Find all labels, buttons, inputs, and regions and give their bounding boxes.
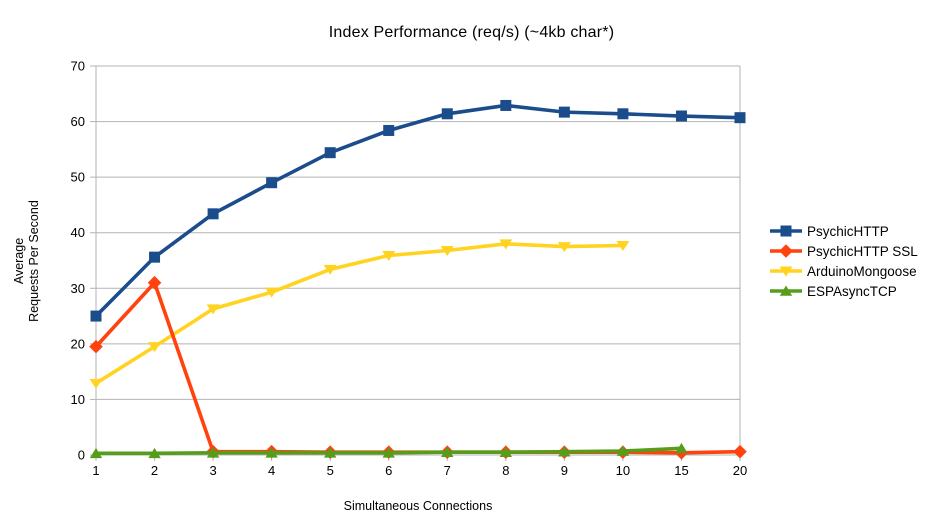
x-tick-label: 5 bbox=[327, 463, 334, 478]
y-tick-label: 70 bbox=[71, 59, 85, 74]
legend-item-ESPAsyncTCP: ESPAsyncTCP bbox=[770, 283, 918, 299]
series-marker-PsychicHTTP bbox=[266, 177, 278, 189]
series-marker-ESPAsyncTCP bbox=[675, 442, 688, 454]
legend-item-PsychicHTTP: PsychicHTTP bbox=[770, 223, 918, 239]
y-tick-label: 60 bbox=[71, 114, 85, 129]
series-marker-ESPAsyncTCP bbox=[89, 447, 103, 459]
y-axis-title: Average Requests Per Second bbox=[12, 161, 44, 361]
series-line-PsychicHTTP SSL bbox=[94, 280, 742, 455]
series-marker-ESPAsyncTCP bbox=[558, 446, 571, 457]
series-marker-ArduinoMongoose bbox=[148, 342, 162, 353]
series-marker-ESPAsyncTCP bbox=[616, 445, 630, 456]
x-tick-label: 6 bbox=[385, 463, 392, 478]
series-marker-PsychicHTTP bbox=[500, 99, 512, 111]
x-tick-label: 8 bbox=[502, 463, 509, 478]
x-tick-label: 4 bbox=[268, 463, 275, 478]
series-marker-PsychicHTTP bbox=[441, 108, 453, 120]
y-tick-label: 20 bbox=[71, 336, 85, 351]
series-marker-ArduinoMongoose bbox=[557, 242, 571, 253]
series-marker-PsychicHTTP bbox=[675, 110, 687, 122]
x-tick-label: 1 bbox=[92, 463, 99, 478]
y-tick-label: 50 bbox=[71, 170, 85, 185]
legend-label: PsychicHTTP bbox=[807, 223, 889, 239]
legend-label: PsychicHTTP SSL bbox=[807, 243, 918, 259]
series-marker-ESPAsyncTCP bbox=[499, 446, 513, 458]
series-marker-ESPAsyncTCP bbox=[382, 447, 395, 458]
legend-diamond-icon bbox=[770, 244, 802, 258]
legend-item-PsychicHTTP SSL: PsychicHTTP SSL bbox=[770, 243, 918, 259]
legend-triangle-up-icon bbox=[770, 285, 802, 296]
x-axis-title: Simultaneous Connections bbox=[343, 499, 493, 513]
chart-title: Index Performance (req/s) (~4kb char*) bbox=[328, 24, 615, 41]
legend-label: ArduinoMongoose bbox=[807, 263, 917, 279]
series-marker-PsychicHTTP SSL bbox=[147, 275, 162, 290]
series-marker-ESPAsyncTCP bbox=[441, 446, 454, 458]
series-marker-ArduinoMongoose bbox=[382, 250, 396, 261]
series-marker-ArduinoMongoose bbox=[265, 287, 279, 298]
series-marker-PsychicHTTP bbox=[324, 147, 336, 159]
series-marker-ESPAsyncTCP bbox=[265, 447, 278, 458]
series-marker-ArduinoMongoose bbox=[499, 239, 513, 250]
y-axis-title-line1: Average bbox=[12, 237, 26, 285]
legend-label: ESPAsyncTCP bbox=[807, 283, 897, 299]
series-marker-PsychicHTTP bbox=[617, 108, 629, 120]
series-marker-ArduinoMongoose bbox=[616, 240, 630, 251]
x-tick-label: 15 bbox=[674, 463, 688, 478]
series-marker-ArduinoMongoose bbox=[89, 378, 103, 389]
series-marker-ESPAsyncTCP bbox=[206, 447, 220, 458]
legend-marker-glyph bbox=[780, 225, 792, 237]
series-line-PsychicHTTP bbox=[94, 103, 742, 318]
x-tick-label: 10 bbox=[616, 463, 630, 478]
series-marker-PsychicHTTP bbox=[207, 208, 219, 220]
x-tick-label: 3 bbox=[209, 463, 216, 478]
legend: PsychicHTTP PsychicHTTP SSL ArduinoMongoos… bbox=[770, 223, 918, 299]
legend-marker-glyph bbox=[779, 244, 793, 258]
series-line-ArduinoMongoose bbox=[94, 242, 625, 386]
x-tick-label: 20 bbox=[733, 463, 747, 478]
legend-marker-glyph bbox=[779, 285, 793, 296]
series-marker-PsychicHTTP bbox=[90, 310, 102, 322]
legend-marker-glyph bbox=[779, 266, 793, 277]
series-marker-PsychicHTTP SSL bbox=[89, 339, 103, 354]
legend-triangle-down-icon bbox=[770, 266, 802, 277]
legend-item-ArduinoMongoose: ArduinoMongoose bbox=[770, 263, 918, 279]
y-tick-label: 30 bbox=[71, 281, 85, 296]
series-marker-ArduinoMongoose bbox=[323, 264, 337, 275]
series-marker-PsychicHTTP bbox=[383, 124, 395, 136]
series-marker-ESPAsyncTCP bbox=[148, 447, 161, 459]
y-tick-label: 0 bbox=[78, 448, 85, 463]
series-marker-PsychicHTTP bbox=[734, 112, 746, 124]
series-marker-ArduinoMongoose bbox=[206, 304, 220, 315]
series-marker-PsychicHTTP SSL bbox=[733, 444, 747, 459]
series-marker-PsychicHTTP bbox=[149, 251, 161, 263]
x-tick-label: 9 bbox=[561, 463, 568, 478]
y-axis-title-line2: Requests Per Second bbox=[27, 200, 41, 322]
series-marker-ESPAsyncTCP bbox=[323, 447, 337, 458]
y-tick-label: 40 bbox=[71, 225, 85, 240]
y-tick-label: 10 bbox=[71, 392, 85, 407]
x-tick-label: 2 bbox=[151, 463, 158, 478]
legend-square-icon bbox=[770, 225, 802, 237]
series-marker-PsychicHTTP bbox=[558, 106, 570, 118]
series-marker-ArduinoMongoose bbox=[440, 245, 454, 256]
x-tick-label: 7 bbox=[444, 463, 451, 478]
